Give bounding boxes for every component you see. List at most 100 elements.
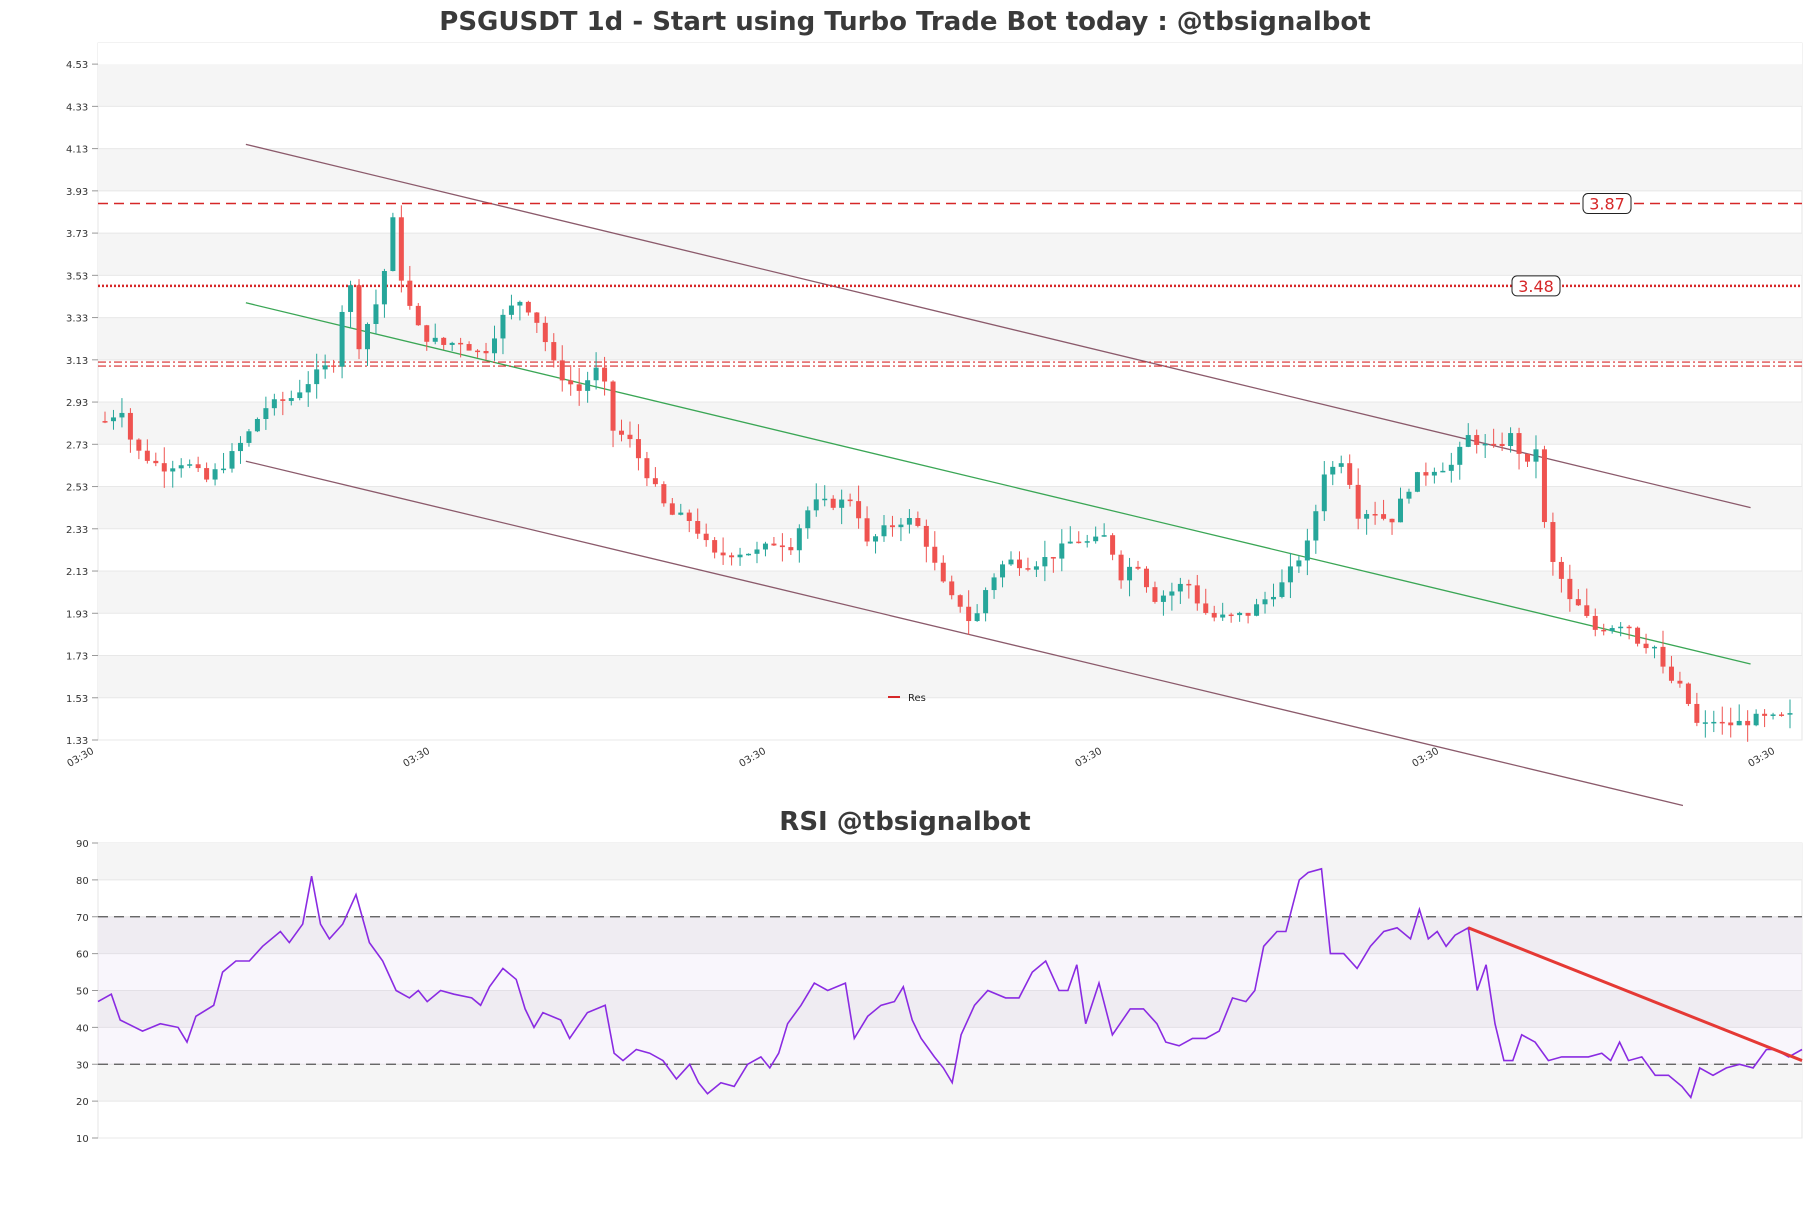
candle-body — [1355, 484, 1361, 519]
price-y-tick: 4.33 — [66, 102, 88, 113]
candle-body — [839, 499, 845, 508]
rsi-bands — [97, 842, 1803, 1139]
candle-body — [1262, 599, 1268, 605]
candle-body — [466, 344, 472, 351]
candle-body — [331, 365, 337, 367]
candle-body — [1118, 554, 1124, 581]
candle-body — [593, 367, 599, 381]
price-band — [98, 402, 1802, 445]
candle-body — [1652, 646, 1658, 649]
candles — [102, 205, 1793, 742]
candle-body — [669, 503, 675, 515]
price-y-tick: 3.13 — [66, 356, 88, 367]
candle-body — [551, 342, 557, 361]
price-channel — [245, 143, 1751, 807]
price-y-tick: 1.33 — [66, 736, 88, 747]
candle-body — [873, 536, 879, 542]
candle-body — [415, 305, 421, 326]
rsi-y-tick: 70 — [76, 913, 89, 924]
candle-body — [432, 337, 438, 342]
candle-body — [449, 342, 455, 345]
candle-body — [1084, 541, 1090, 543]
candle-body — [678, 512, 684, 515]
candle-body — [161, 463, 167, 472]
candle-body — [957, 595, 963, 607]
rsi-y-tick: 20 — [76, 1097, 89, 1108]
candle-body — [1482, 443, 1488, 446]
candle-body — [1406, 491, 1412, 499]
price-band — [98, 317, 1802, 360]
candle-body — [127, 412, 133, 440]
candle-body — [1245, 612, 1251, 616]
candle-body — [534, 312, 540, 323]
candle-body — [788, 547, 794, 551]
candle-body — [212, 469, 218, 480]
candle-body — [1186, 583, 1192, 586]
candle-body — [1618, 626, 1624, 629]
candle-body — [830, 498, 836, 508]
candle-body — [500, 314, 506, 339]
rsi-line — [97, 867, 1803, 1100]
candle-body — [1143, 568, 1149, 588]
candle-body — [881, 525, 887, 537]
candle-body — [119, 412, 125, 418]
candle-body — [483, 350, 489, 354]
price-y-tick: 2.73 — [66, 440, 88, 451]
price-plot-area — [97, 42, 1803, 741]
candle-body — [1287, 566, 1293, 583]
candle-body — [1000, 564, 1006, 578]
candle-body — [136, 439, 142, 451]
candle-body — [619, 430, 625, 435]
candle-body — [737, 554, 743, 558]
candle-body — [898, 524, 904, 528]
price-band — [98, 233, 1802, 276]
candle-body — [280, 399, 286, 401]
candle-body — [1753, 713, 1759, 726]
candle-body — [1101, 535, 1107, 537]
candle-body — [170, 468, 176, 472]
candle-body — [398, 217, 404, 281]
candle-body — [458, 342, 464, 345]
candle-body — [1685, 683, 1691, 704]
candle-body — [381, 271, 387, 305]
rsi-band — [98, 1064, 1802, 1102]
candle-body — [568, 380, 574, 385]
candle-body — [1533, 449, 1539, 462]
candle-body — [441, 337, 447, 345]
level-label: 3.87 — [1589, 195, 1625, 214]
rsi-band — [98, 843, 1802, 880]
candle-body — [856, 501, 862, 519]
candle-body — [1525, 453, 1531, 462]
rsi-y-tick: 60 — [76, 950, 89, 961]
candle-body — [339, 311, 345, 367]
rsi-trendline — [1467, 926, 1803, 1062]
rsi-chart-title: RSI @tbsignalbot — [779, 807, 1030, 837]
candle-body — [940, 562, 946, 582]
candle-body — [712, 540, 718, 553]
candle-body — [771, 543, 777, 546]
candle-body — [627, 434, 633, 440]
candle-body — [1423, 472, 1429, 476]
price-y-tick: 4.13 — [66, 145, 88, 156]
candle-body — [1541, 449, 1547, 523]
candle-body — [1643, 643, 1649, 649]
price-y-tick: 2.53 — [66, 483, 88, 494]
candle-body — [263, 408, 269, 420]
candle-body — [1016, 559, 1022, 569]
candle-body — [1440, 470, 1446, 473]
price-x-tick: 03:30 — [1411, 746, 1441, 770]
candle-body — [1508, 433, 1514, 446]
candle-body — [1677, 680, 1683, 684]
price-x-tick: 03:30 — [738, 746, 768, 770]
candle-body — [390, 217, 396, 272]
candle-body — [1736, 720, 1742, 726]
candle-body — [1008, 559, 1014, 565]
channel-mid — [245, 302, 1751, 665]
candle-body — [508, 305, 514, 315]
candle-body — [1160, 595, 1166, 602]
candle-body — [1093, 536, 1099, 542]
level-label-box — [1511, 275, 1561, 297]
candle-body — [525, 301, 531, 313]
candle-body — [720, 552, 726, 556]
price-band — [98, 655, 1802, 698]
